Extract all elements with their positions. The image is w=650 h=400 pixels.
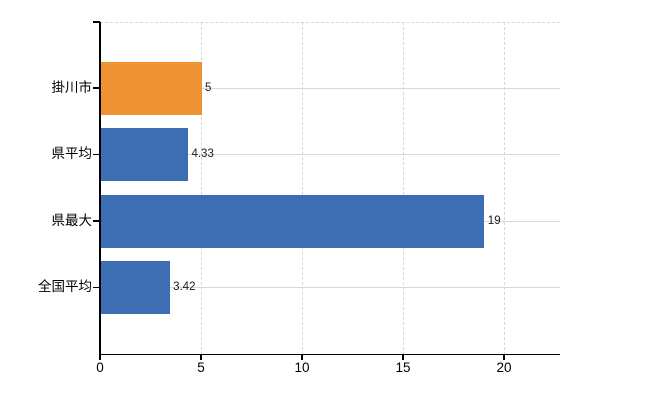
bar-掛川市 bbox=[100, 61, 202, 115]
x-axis-line bbox=[99, 353, 560, 355]
bar-value-label: 3.42 bbox=[173, 281, 196, 293]
y-axis-tick bbox=[92, 286, 100, 289]
x-axis-tick-label: 5 bbox=[197, 360, 205, 375]
category-gridline bbox=[100, 287, 560, 288]
value-gridline bbox=[504, 22, 505, 355]
value-gridline bbox=[302, 22, 303, 355]
category-gridline bbox=[100, 154, 560, 155]
x-axis-tick-label: 20 bbox=[496, 360, 512, 375]
bar-県最大 bbox=[100, 194, 485, 248]
y-axis-end-tick bbox=[92, 21, 100, 23]
plot-area: 5 4.33 19 3.42 bbox=[100, 22, 560, 355]
x-axis-tick-label: 15 bbox=[395, 360, 411, 375]
bar-value-label: 4.33 bbox=[191, 148, 214, 160]
x-axis-tick bbox=[99, 354, 101, 360]
bar-全国平均 bbox=[100, 261, 170, 314]
plot-top-border bbox=[100, 22, 560, 23]
bar-value-label: 19 bbox=[487, 214, 501, 227]
category-label: 県平均 bbox=[51, 146, 93, 161]
x-axis-tick bbox=[301, 354, 303, 360]
bar-県平均 bbox=[100, 128, 188, 181]
y-axis-tick bbox=[92, 220, 100, 222]
x-axis-tick bbox=[402, 354, 404, 360]
x-axis-tick-label: 10 bbox=[294, 360, 310, 375]
x-axis-tick bbox=[200, 354, 202, 360]
category-label: 県最大 bbox=[51, 212, 93, 228]
x-axis-tick bbox=[503, 354, 505, 360]
value-gridline bbox=[201, 22, 202, 355]
value-gridline bbox=[403, 22, 404, 355]
x-axis-tick-label: 0 bbox=[96, 360, 104, 375]
category-label: 全国平均 bbox=[38, 279, 92, 294]
y-axis-line bbox=[99, 22, 101, 355]
y-axis-tick bbox=[92, 153, 100, 156]
bar-value-label: 5 bbox=[205, 81, 212, 94]
y-axis-tick bbox=[92, 87, 100, 89]
category-gridline bbox=[100, 87, 560, 89]
category-label: 掛川市 bbox=[51, 79, 93, 95]
